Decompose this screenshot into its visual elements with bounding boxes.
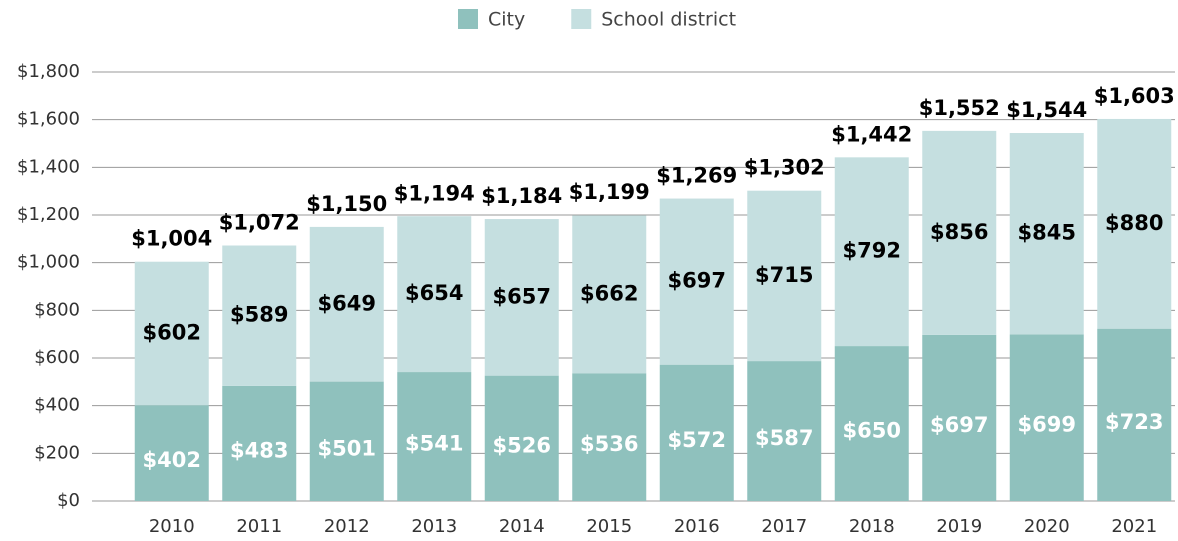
y-tick-label: $1,800 (17, 61, 80, 82)
bar-segment (484, 375, 559, 501)
value-label: $654 (405, 281, 463, 305)
value-label: $880 (1105, 211, 1163, 235)
bar-segment (1097, 328, 1172, 501)
y-tick-label: $1,400 (17, 156, 80, 177)
x-tick-label: 2014 (499, 516, 545, 537)
bar-segment (484, 219, 559, 376)
total-label: $1,269 (656, 164, 737, 188)
bar-segment (309, 226, 384, 382)
value-label: $699 (1018, 413, 1076, 437)
bar-segment (222, 245, 297, 386)
value-label: $715 (755, 263, 813, 287)
total-label: $1,199 (569, 180, 650, 204)
x-tick-label: 2019 (936, 516, 982, 537)
value-label: $572 (668, 428, 726, 452)
value-label: $541 (405, 432, 463, 456)
bar-segment (572, 373, 647, 501)
total-label: $1,004 (131, 227, 212, 251)
value-label: $587 (755, 426, 813, 450)
value-label: $402 (143, 448, 201, 472)
total-label: $1,184 (481, 184, 562, 208)
value-label: $650 (843, 419, 901, 443)
value-label: $723 (1105, 410, 1163, 434)
value-label: $792 (843, 239, 901, 263)
bar-segment (659, 198, 734, 365)
x-tick-label: 2011 (236, 516, 282, 537)
value-label: $526 (493, 433, 551, 457)
bar-segment (834, 346, 909, 501)
bar-segment (222, 385, 297, 501)
x-tick-label: 2018 (849, 516, 895, 537)
value-label: $602 (143, 320, 201, 344)
value-label: $649 (318, 291, 376, 315)
y-tick-label: $1,600 (17, 109, 80, 130)
value-label: $856 (930, 220, 988, 244)
x-tick-label: 2010 (149, 516, 195, 537)
bar-segment (922, 334, 997, 501)
y-tick-label: $0 (57, 490, 80, 511)
y-tick-label: $200 (34, 442, 80, 463)
total-label: $1,194 (394, 181, 475, 205)
bar-segment (572, 215, 647, 374)
total-label: $1,150 (306, 192, 387, 216)
total-label: $1,552 (919, 96, 1000, 120)
x-tick-label: 2020 (1024, 516, 1070, 537)
legend-swatch (571, 9, 592, 29)
y-tick-label: $600 (34, 347, 80, 368)
value-label: $657 (493, 284, 551, 308)
bar-segment (1097, 118, 1172, 329)
value-label: $501 (318, 436, 376, 460)
value-label: $589 (230, 303, 288, 327)
bar-segment (834, 157, 909, 347)
x-tick-label: 2016 (674, 516, 720, 537)
value-label: $845 (1018, 221, 1076, 245)
value-label: $697 (668, 269, 726, 293)
bar-segment (134, 261, 209, 406)
bar-segment (309, 381, 384, 501)
bar-segment (134, 405, 209, 501)
y-tick-label: $400 (34, 395, 80, 416)
value-label: $697 (930, 413, 988, 437)
total-label: $1,603 (1094, 84, 1175, 108)
bar-segment (397, 372, 472, 501)
bar-segment (747, 190, 822, 362)
x-tick-label: 2013 (411, 516, 457, 537)
y-tick-label: $800 (34, 299, 80, 320)
bar-segment (747, 361, 822, 501)
total-label: $1,442 (831, 122, 912, 146)
x-tick-label: 2012 (324, 516, 370, 537)
bar-segment (922, 130, 997, 335)
total-label: $1,544 (1006, 98, 1087, 122)
bar-segment (1009, 334, 1084, 501)
total-label: $1,302 (744, 156, 825, 180)
legend-label: School district (601, 9, 736, 31)
total-label: $1,072 (219, 211, 300, 235)
y-tick-label: $1,200 (17, 204, 80, 225)
x-tick-label: 2015 (586, 516, 632, 537)
value-label: $536 (580, 432, 638, 456)
y-tick-label: $1,000 (17, 252, 80, 273)
value-label: $662 (580, 281, 638, 305)
legend-swatch (458, 9, 478, 29)
bar-segment (659, 364, 734, 501)
x-tick-label: 2021 (1111, 516, 1157, 537)
bar-segment (397, 216, 472, 373)
bar-segment (1009, 133, 1084, 335)
legend-label: City (488, 9, 525, 31)
value-label: $483 (230, 438, 288, 462)
x-tick-label: 2017 (761, 516, 807, 537)
